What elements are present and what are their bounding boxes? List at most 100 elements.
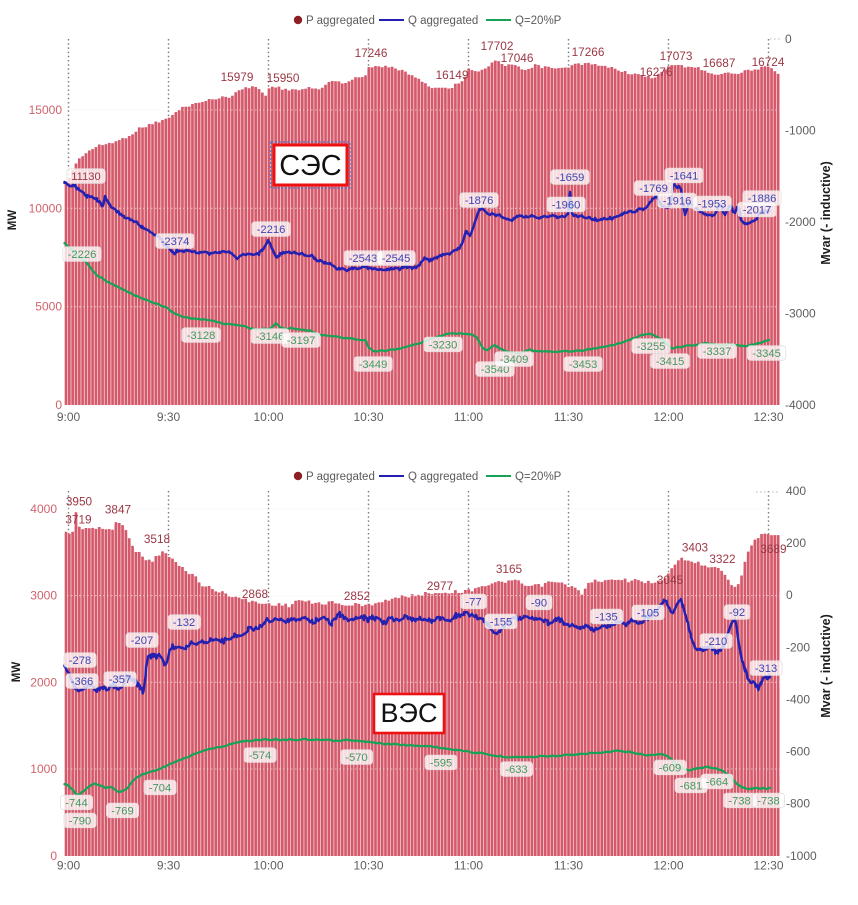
svg-text:-664: -664 <box>706 777 728 789</box>
svg-text:-278: -278 <box>69 655 91 667</box>
svg-text:17246: 17246 <box>355 46 388 60</box>
svg-text:4000: 4000 <box>30 502 57 516</box>
svg-text:-357: -357 <box>109 674 131 686</box>
svg-text:-1000: -1000 <box>785 124 816 138</box>
svg-text:-574: -574 <box>249 750 271 762</box>
svg-text:3689: 3689 <box>760 542 786 556</box>
svg-text:-1000: -1000 <box>786 849 817 863</box>
svg-text:-3128: -3128 <box>187 330 216 342</box>
svg-text:-769: -769 <box>111 806 133 818</box>
svg-text:17266: 17266 <box>572 45 605 59</box>
svg-text:-738: -738 <box>757 796 779 808</box>
svg-text:3847: 3847 <box>105 503 131 517</box>
svg-text:-3230: -3230 <box>429 340 458 352</box>
svg-text:-2000: -2000 <box>785 215 816 229</box>
svg-text:СЭС: СЭС <box>279 150 341 182</box>
svg-text:0: 0 <box>786 588 793 602</box>
svg-text:P aggregated: P aggregated <box>306 471 375 483</box>
svg-text:15979: 15979 <box>221 70 254 84</box>
svg-text:-2545: -2545 <box>382 253 411 265</box>
svg-text:17046: 17046 <box>501 51 534 65</box>
svg-text:0: 0 <box>785 32 792 46</box>
svg-text:-2017: -2017 <box>743 205 772 217</box>
svg-text:-595: -595 <box>430 758 452 770</box>
svg-text:-744: -744 <box>65 798 87 810</box>
svg-text:15950: 15950 <box>267 71 300 85</box>
svg-text:12:30: 12:30 <box>753 410 783 424</box>
svg-text:-77: -77 <box>465 597 481 609</box>
svg-text:9:30: 9:30 <box>157 859 181 873</box>
svg-text:10:00: 10:00 <box>253 859 283 873</box>
svg-text:3000: 3000 <box>30 589 57 603</box>
svg-text:-200: -200 <box>786 641 810 655</box>
svg-text:2852: 2852 <box>344 589 370 603</box>
svg-text:-1953: -1953 <box>698 199 727 211</box>
svg-text:0: 0 <box>55 398 62 412</box>
svg-text:Q=20%P: Q=20%P <box>515 15 562 27</box>
svg-text:9:30: 9:30 <box>157 410 181 424</box>
svg-text:-3409: -3409 <box>500 354 529 366</box>
svg-text:-570: -570 <box>345 752 367 764</box>
svg-text:10:00: 10:00 <box>253 410 283 424</box>
svg-text:-3449: -3449 <box>359 359 388 371</box>
svg-text:-313: -313 <box>755 663 777 675</box>
svg-text:-155: -155 <box>490 617 512 629</box>
svg-text:16687: 16687 <box>703 56 736 70</box>
svg-text:Q=20%P: Q=20%P <box>515 471 562 483</box>
svg-text:3719: 3719 <box>65 513 91 527</box>
svg-text:-2543: -2543 <box>349 253 378 265</box>
svg-text:16149: 16149 <box>436 68 469 82</box>
svg-text:3403: 3403 <box>682 541 709 555</box>
svg-text:-738: -738 <box>728 796 750 808</box>
svg-text:10:30: 10:30 <box>353 859 383 873</box>
svg-text:-92: -92 <box>729 607 745 619</box>
svg-text:10000: 10000 <box>29 201 63 215</box>
svg-text:-1960: -1960 <box>552 200 581 212</box>
svg-text:-3453: -3453 <box>569 359 598 371</box>
svg-text:-105: -105 <box>637 608 659 620</box>
svg-text:2000: 2000 <box>30 675 57 689</box>
svg-text:-3345: -3345 <box>752 348 781 360</box>
svg-text:-2226: -2226 <box>68 249 97 261</box>
svg-text:3518: 3518 <box>144 532 171 546</box>
svg-text:-366: -366 <box>71 676 93 688</box>
svg-text:-4000: -4000 <box>785 398 816 412</box>
svg-text:MW: MW <box>7 210 19 231</box>
svg-text:-600: -600 <box>786 745 810 759</box>
svg-text:-3337: -3337 <box>703 346 732 358</box>
svg-text:-210: -210 <box>705 636 727 648</box>
svg-text:-2374: -2374 <box>161 236 190 248</box>
svg-text:-633: -633 <box>505 764 527 776</box>
svg-text:-1769: -1769 <box>639 183 668 195</box>
svg-text:-1641: -1641 <box>670 171 699 183</box>
svg-text:12:00: 12:00 <box>653 859 683 873</box>
svg-text:-800: -800 <box>786 797 810 811</box>
svg-text:-207: -207 <box>131 635 153 647</box>
svg-text:-3540: -3540 <box>481 364 510 376</box>
svg-text:11:00: 11:00 <box>454 859 483 873</box>
svg-text:P aggregated: P aggregated <box>306 15 375 27</box>
svg-text:0: 0 <box>50 849 57 863</box>
svg-text:3165: 3165 <box>496 562 523 576</box>
svg-text:2977: 2977 <box>427 579 453 593</box>
svg-text:-400: -400 <box>786 693 810 707</box>
svg-text:-1916: -1916 <box>663 196 692 208</box>
svg-text:9:00: 9:00 <box>57 859 81 873</box>
svg-text:MW: MW <box>11 662 23 683</box>
svg-text:16724: 16724 <box>752 55 785 69</box>
svg-text:17073: 17073 <box>660 49 693 63</box>
svg-text:15000: 15000 <box>29 103 63 117</box>
svg-text:-3255: -3255 <box>637 341 666 353</box>
svg-text:12:30: 12:30 <box>753 859 783 873</box>
svg-text:200: 200 <box>786 536 806 550</box>
svg-text:-3146: -3146 <box>256 331 285 343</box>
svg-text:11:00: 11:00 <box>454 410 483 424</box>
svg-text:17702: 17702 <box>481 39 514 53</box>
svg-text:-132: -132 <box>173 617 195 629</box>
svg-text:-704: -704 <box>149 783 171 795</box>
svg-text:ВЭС: ВЭС <box>381 698 438 728</box>
svg-text:-790: -790 <box>69 816 91 828</box>
svg-text:Mvar (- inductive): Mvar (- inductive) <box>819 161 833 265</box>
svg-text:-3415: -3415 <box>656 356 685 368</box>
svg-text:3045: 3045 <box>657 573 684 587</box>
